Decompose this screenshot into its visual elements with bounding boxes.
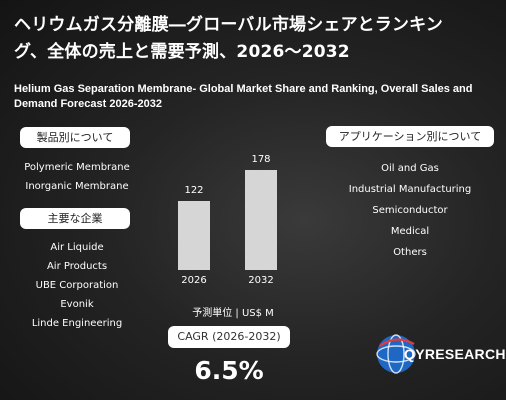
bar-2026 — [178, 201, 210, 270]
application-item: Industrial Manufacturing — [348, 184, 472, 195]
bar-value-2032: 178 — [251, 154, 271, 165]
company-item: Evonik — [60, 299, 94, 310]
company-item: Linde Engineering — [31, 318, 123, 329]
company-item: Air Liquide — [50, 242, 104, 253]
company-list: Air Liquide Air Products UBE Corporation… — [18, 238, 136, 333]
product-list: Polymeric Membrane Inorganic Membrane — [18, 158, 136, 196]
cagr-label: CAGR (2026-2032) — [168, 326, 290, 348]
company-item: UBE Corporation — [35, 280, 119, 291]
product-item: Inorganic Membrane — [25, 181, 129, 192]
unit-label: 予測単位 | US$ M — [192, 308, 274, 319]
title-line-1: ヘリウムガス分離膜―グローバル市場シェアとランキン — [14, 15, 443, 35]
bar-label-2032: 2032 — [248, 275, 274, 286]
application-item: Others — [393, 247, 427, 258]
bar-value-2026: 122 — [184, 185, 204, 196]
page-title-english: Helium Gas Separation Membrane- Global M… — [14, 83, 473, 110]
application-section-label: アプリケーション別について — [326, 126, 494, 147]
cagr-value: 6.5% — [194, 356, 264, 385]
application-item: Semiconductor — [372, 205, 448, 216]
qyresearch-globe-logo-icon — [376, 334, 416, 374]
product-section-label: 製品別について — [20, 127, 130, 148]
application-item: Oil and Gas — [381, 163, 439, 174]
bar-2032 — [245, 170, 277, 270]
product-item: Polymeric Membrane — [24, 162, 130, 173]
logo-name: QYRESEARCH — [404, 346, 506, 362]
company-section-label: 主要な企業 — [20, 208, 130, 229]
company-item: Air Products — [46, 261, 108, 272]
bar-label-2026: 2026 — [181, 275, 207, 286]
application-item: Medical — [390, 226, 430, 237]
page-title-japanese: ヘリウムガス分離膜―グローバル市場シェアとランキン グ、全体の売上と需要予測、2… — [14, 12, 494, 66]
application-list: Oil and Gas Industrial Manufacturing Sem… — [336, 158, 484, 263]
title-line-2: グ、全体の売上と需要予測、2026〜2032 — [14, 42, 350, 62]
